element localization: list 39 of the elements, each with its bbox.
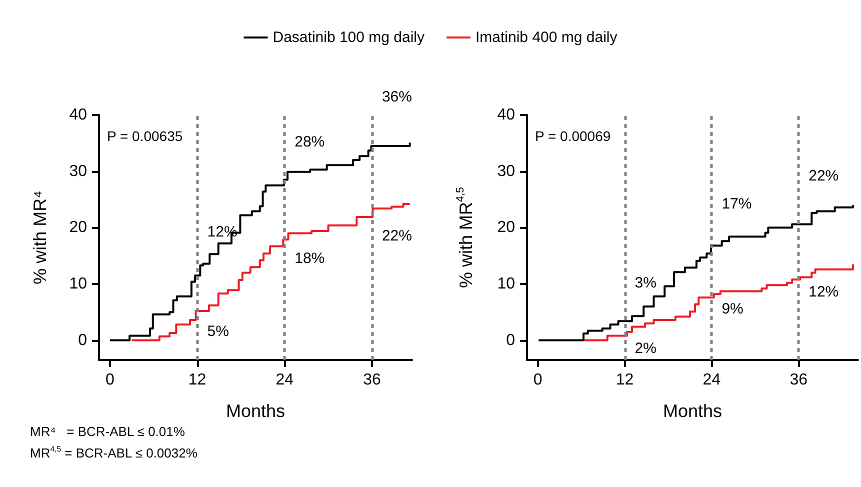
annotation: P = 0.00635 [107,128,183,144]
y-tick-label: 40 [69,106,88,124]
legend-label: Imatinib 400 mg daily [476,29,618,46]
annotation: 17% [722,196,752,213]
annotation: 3% [634,274,656,292]
y-tick-label: 0 [78,332,88,349]
x-tick-label: 24 [702,372,721,388]
x-tick-label: 24 [276,372,294,388]
x-tick-label: 12 [616,372,634,388]
y-tick-label: 30 [497,162,516,180]
annotation: 36% [382,88,412,106]
y-tick-label: 10 [69,275,88,292]
annotation: 12% [808,284,839,301]
x-tick-label: 12 [188,372,206,388]
x-tick-label: 36 [790,372,808,388]
annotation: 9% [722,300,744,318]
x-tick-label: 0 [105,372,114,388]
annotation: 28% [294,134,325,151]
y-tick-label: 30 [69,162,88,180]
y-tick-label: 0 [506,332,516,349]
y-tick-label: 10 [497,275,516,292]
legend-label: Dasatinib 100 mg daily [272,29,426,46]
y-axis-title: % with MR⁴ [30,190,50,284]
x-tick-label: 36 [363,372,381,388]
y-tick-label: 20 [497,219,516,236]
annotation: 18% [294,250,325,267]
annotation: 5% [207,323,229,340]
annotation: 22% [808,167,839,184]
annotation: P = 0.00069 [535,128,611,144]
text: MR⁴ = BCR-ABL ≤ 0.01% [30,424,186,439]
annotation: 12% [207,224,238,241]
y-tick-label: 20 [69,219,88,236]
x-tick-label: 0 [533,372,542,388]
annotation: 2% [634,340,656,358]
annotation: 22% [382,227,412,244]
y-axis-title: % with MR4,5 [454,186,476,288]
y-tick-label: 40 [497,106,516,124]
x-axis-title: Months [226,401,286,421]
x-axis-title: Months [662,401,722,421]
